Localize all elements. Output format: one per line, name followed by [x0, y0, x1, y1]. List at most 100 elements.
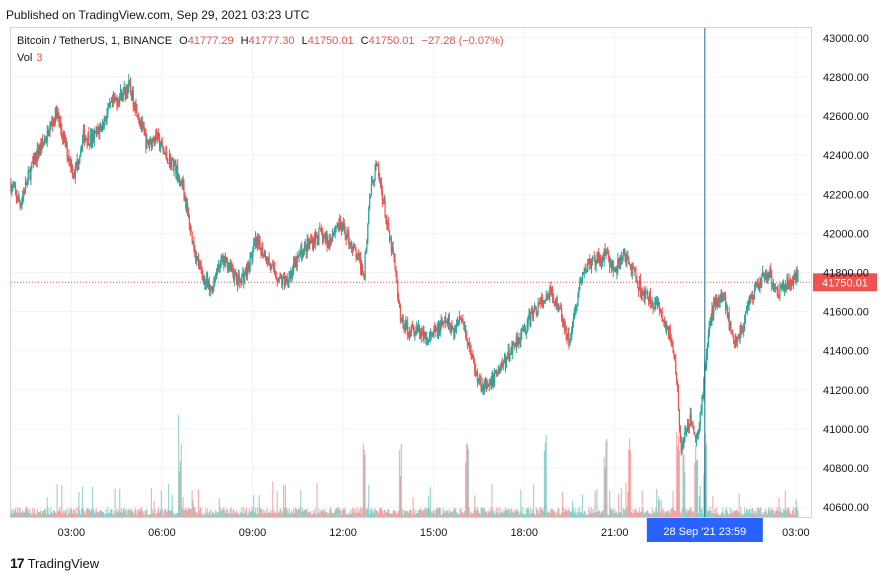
volume-bar — [285, 507, 287, 517]
candle-body — [469, 346, 471, 350]
candle-body — [250, 253, 252, 256]
volume-bar — [475, 508, 477, 517]
candle-body — [176, 164, 178, 175]
candle-body — [667, 327, 670, 336]
candle-body — [230, 262, 232, 269]
volume-bar — [127, 509, 129, 517]
volume-bar — [507, 508, 509, 517]
candle-body — [589, 259, 591, 264]
volume-bar — [742, 514, 744, 517]
candle-body — [521, 329, 523, 333]
volume-bar — [575, 511, 577, 517]
volume-bar — [350, 513, 353, 517]
candle-body — [679, 426, 681, 437]
volume-bar — [437, 508, 440, 517]
candle-body — [142, 122, 144, 127]
volume-bar — [777, 510, 779, 517]
volume-bar — [751, 508, 753, 517]
volume-bar — [89, 508, 91, 517]
candle-body — [32, 162, 34, 164]
volume-bar — [765, 511, 767, 517]
candle-body — [193, 240, 195, 251]
candle-body — [44, 140, 47, 142]
volume-bar — [196, 512, 198, 517]
candle-body — [795, 270, 797, 280]
volume-label: Vol — [17, 52, 33, 64]
candle-body — [714, 298, 716, 305]
candle-body — [270, 263, 272, 270]
candle-body — [239, 279, 241, 283]
volume-bar — [377, 511, 379, 517]
volume-bar — [659, 512, 661, 517]
candle-body — [215, 278, 217, 280]
tradingview-footer[interactable]: 17 TradingView — [10, 555, 99, 571]
candle-body — [539, 299, 541, 303]
volume-bar — [347, 512, 349, 517]
volume-bar — [407, 511, 409, 517]
candle-body — [51, 121, 53, 124]
candle-body — [535, 308, 537, 314]
candle-body — [308, 243, 310, 246]
candle-body — [287, 282, 289, 285]
candle-body — [186, 203, 188, 208]
volume-bar — [261, 508, 263, 517]
candle-body — [538, 302, 540, 304]
candle-body — [671, 343, 673, 348]
candle-body — [572, 318, 575, 324]
candle-body — [458, 317, 460, 323]
candle-body — [657, 301, 659, 307]
volume-bar — [705, 444, 708, 517]
volume-bar — [593, 512, 595, 517]
volume-bar — [724, 509, 727, 517]
candle-body — [627, 253, 629, 258]
candle-body — [229, 262, 231, 269]
candle-body — [405, 322, 407, 328]
volume-bar — [763, 511, 766, 517]
volume-bar — [182, 497, 184, 517]
candle-body — [14, 186, 17, 192]
volume-bar — [568, 508, 570, 517]
volume-bar — [196, 514, 199, 517]
volume-bar — [485, 511, 488, 517]
candle-body — [71, 164, 74, 175]
candle-body — [206, 278, 208, 284]
volume-bar — [46, 497, 48, 517]
candle-body — [763, 273, 766, 277]
candle-body — [609, 259, 611, 268]
candle-body — [291, 271, 293, 277]
candle-body — [606, 252, 608, 254]
candle-body — [169, 155, 171, 167]
volume-bar — [420, 509, 422, 517]
volume-bar — [400, 443, 402, 517]
volume-bar — [148, 514, 151, 517]
volume-bar — [206, 513, 208, 517]
candle-body — [400, 319, 402, 321]
candle-body — [118, 101, 120, 104]
volume-bar — [552, 511, 555, 517]
volume-bar — [311, 514, 313, 517]
candle-body — [20, 205, 22, 207]
volume-bar — [595, 512, 597, 517]
candle-body — [21, 200, 23, 206]
volume-bar — [418, 510, 421, 517]
candle-body — [718, 299, 720, 303]
volume-bar — [74, 514, 76, 517]
candle-body — [542, 301, 545, 304]
volume-bar — [19, 507, 21, 517]
volume-bar — [776, 507, 778, 517]
volume-bar — [75, 508, 77, 517]
candle-body — [404, 322, 406, 330]
volume-bar — [638, 512, 640, 517]
volume-bar — [551, 508, 553, 517]
volume-bar — [511, 508, 513, 517]
volume-bar — [293, 513, 296, 517]
candle-body — [225, 257, 227, 262]
candle-body — [29, 171, 31, 180]
volume-bar — [42, 511, 44, 517]
volume-bar — [443, 512, 445, 517]
candle-body — [89, 144, 91, 146]
volume-bar — [479, 514, 481, 517]
candle-body — [332, 233, 335, 235]
candle-body — [609, 262, 612, 268]
